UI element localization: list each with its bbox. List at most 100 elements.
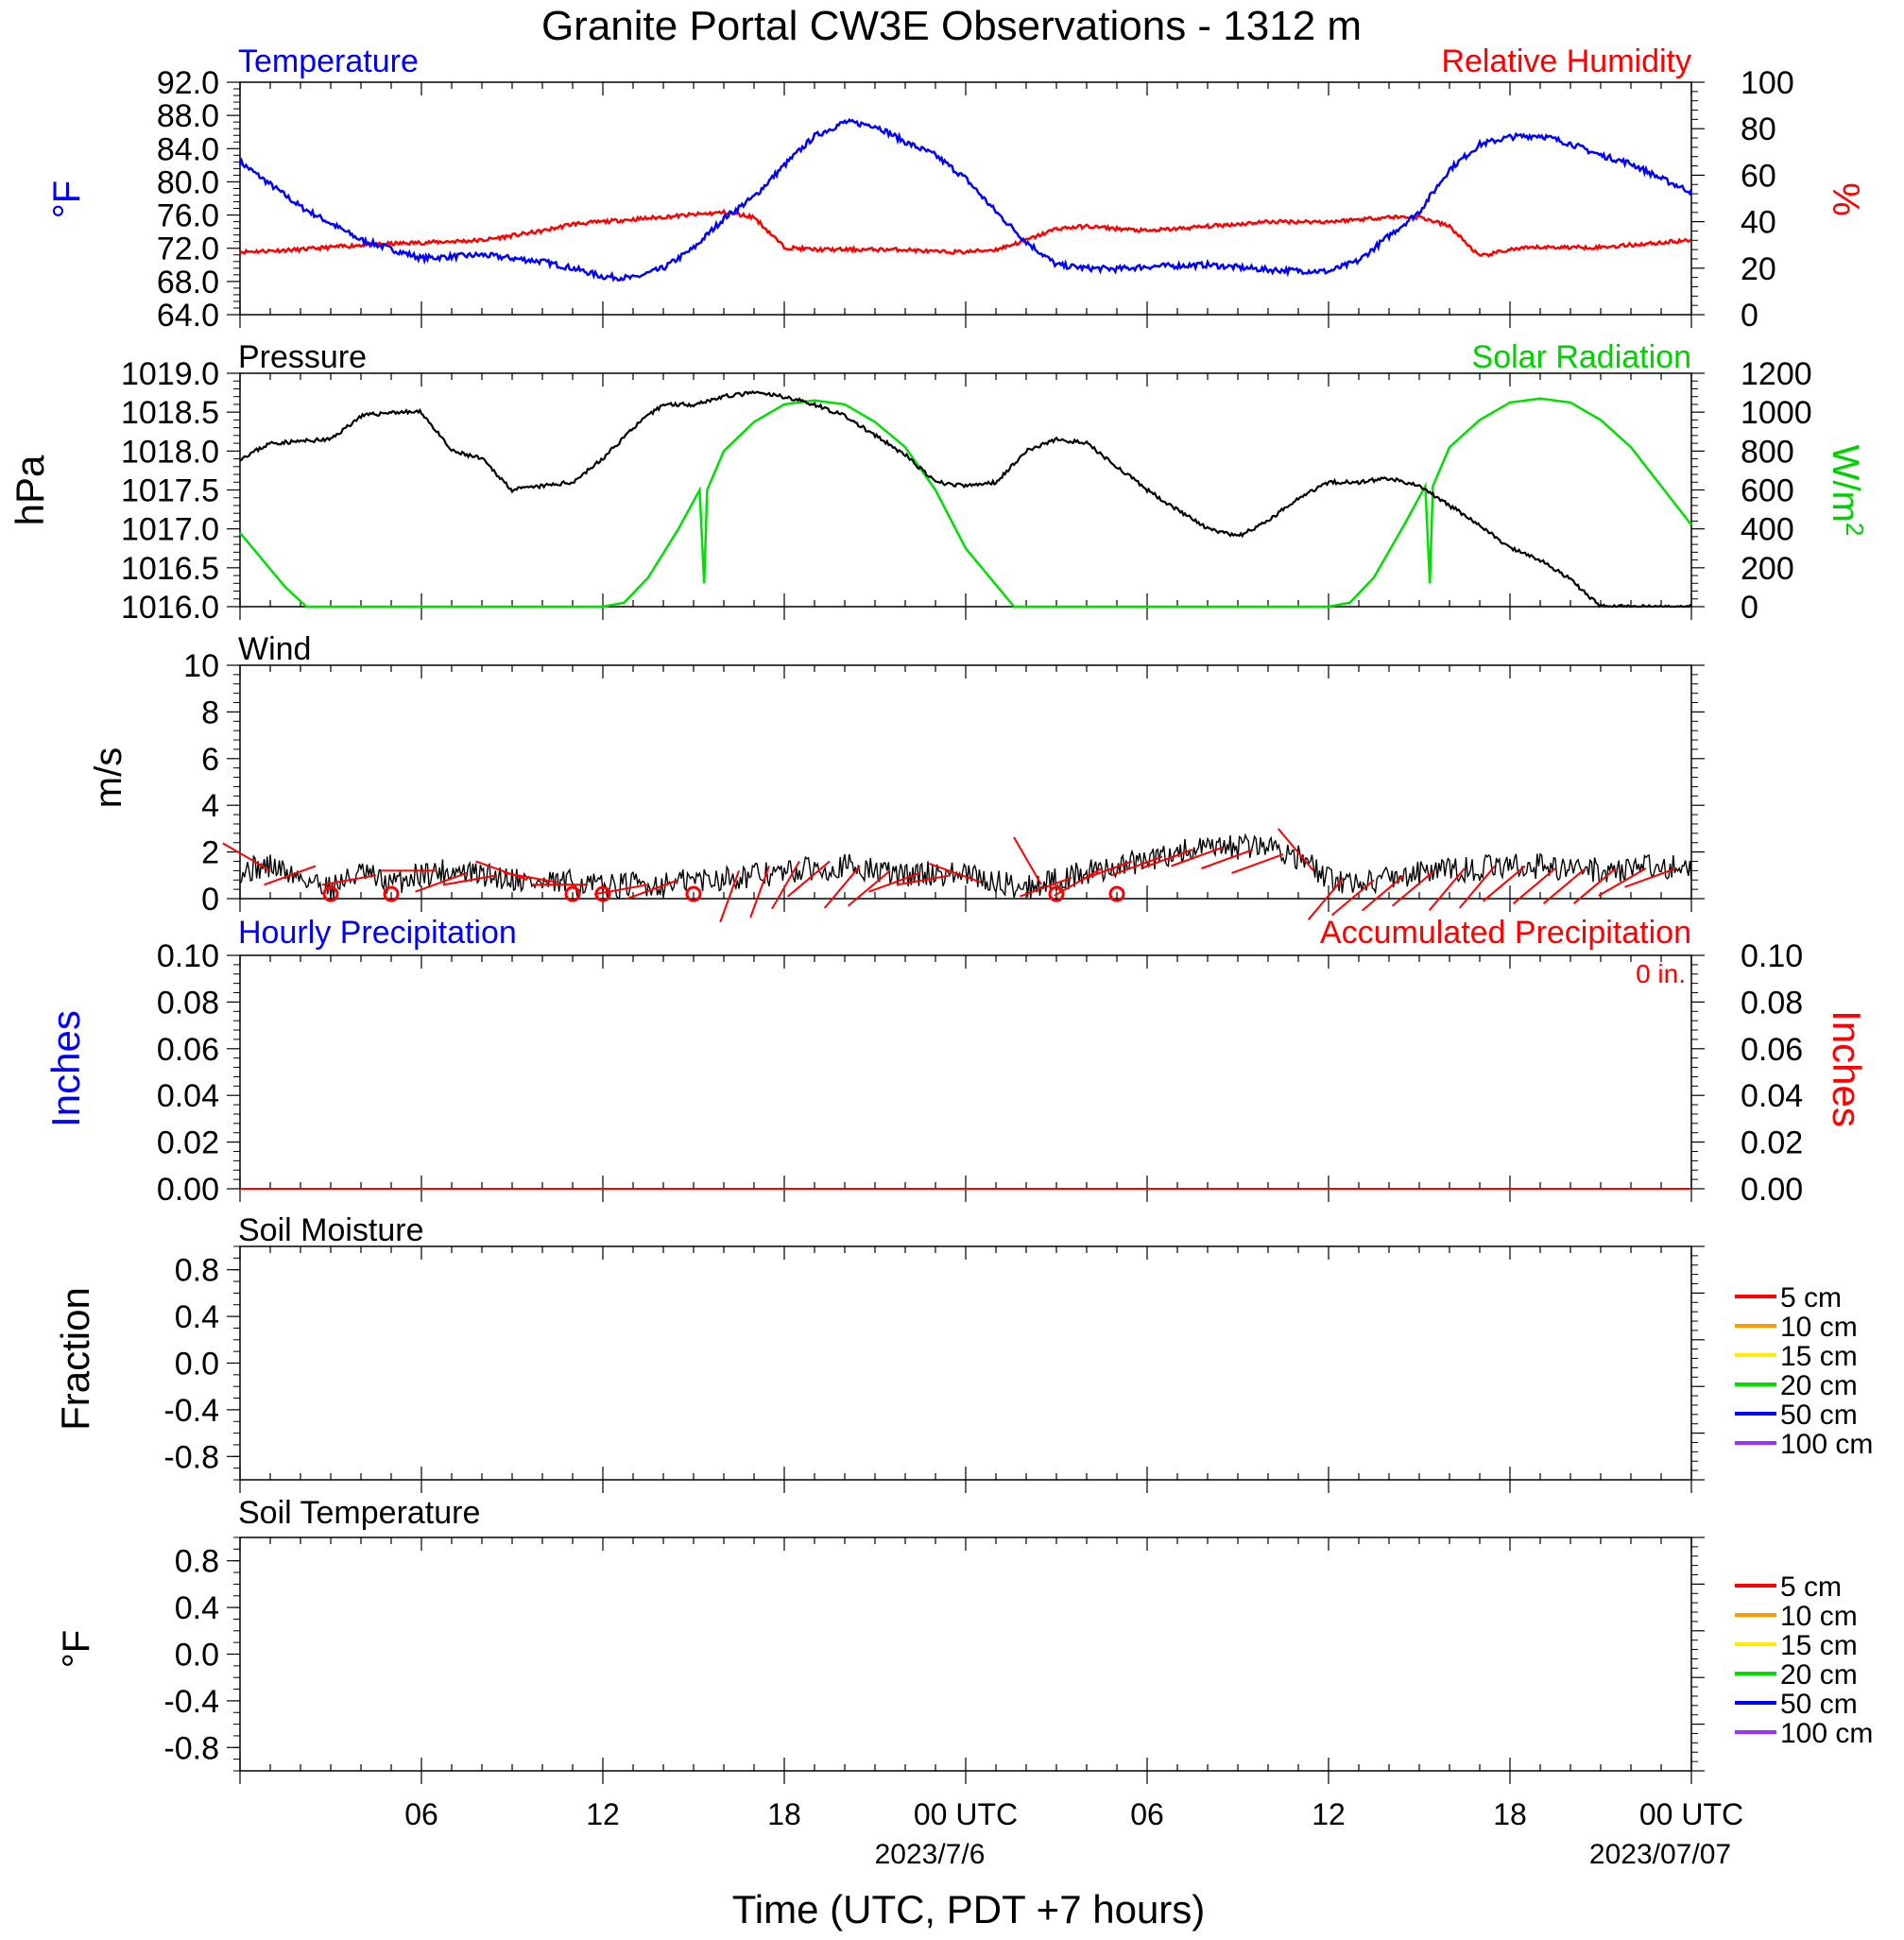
y-tick-label: 20: [1741, 251, 1776, 287]
pressure-title: Pressure: [238, 339, 367, 375]
y-tick-label: 6: [201, 742, 219, 778]
y-tick-label: 100: [1741, 65, 1794, 101]
x-tick-label: 00 UTC: [914, 1797, 1018, 1831]
y-tick-label: 8: [201, 695, 219, 730]
y-tick-label: 1019.0: [121, 356, 219, 392]
panel-soil-moisture: Soil Moisture Fraction: [53, 1212, 424, 1431]
y-tick-label: 80: [1741, 112, 1776, 147]
y-tick-label: 76.0: [157, 198, 219, 234]
wind-barb: [593, 884, 649, 896]
calm-wind-circle: [1108, 885, 1125, 902]
wind-barb: [1013, 836, 1042, 885]
legend-label: 20 cm: [1780, 1659, 1858, 1691]
pressure-ylabel: hPa: [8, 455, 52, 525]
pressure-line: [239, 389, 1692, 609]
hourly-precip-title: Hourly Precipitation: [238, 915, 517, 951]
x-tick-label: 06: [404, 1797, 438, 1831]
wind-barb: [1020, 876, 1072, 898]
wind-barb: [929, 862, 982, 884]
wind-barb: [1542, 867, 1587, 904]
pressure-frame: [239, 372, 1692, 608]
y-tick-label: 40: [1741, 205, 1776, 241]
y-tick-label: 0.04: [1741, 1078, 1803, 1114]
y-tick-label: 60: [1741, 158, 1776, 194]
y-tick-label: 1000: [1741, 395, 1812, 431]
y-tick-label: 2: [201, 835, 219, 871]
solar-ylabel: W/m2: [1825, 445, 1869, 537]
x-tick-label: 18: [767, 1797, 801, 1831]
soil-temperature-right-ticks: [1691, 1537, 1705, 1772]
panel-pressure-solar: Pressure Solar Radiation hPa W/m2: [8, 339, 1869, 536]
wind-barb: [222, 842, 271, 872]
legend-label: 10 cm: [1780, 1312, 1858, 1343]
soil-moisture-frame: [239, 1245, 1692, 1481]
x-tick-label: 06: [1130, 1797, 1164, 1831]
wind-title: Wind: [238, 631, 311, 667]
y-tick-label: 1018.0: [121, 434, 219, 470]
y-tick-label: 0.00: [157, 1172, 219, 1208]
y-tick-label: 0: [201, 882, 219, 918]
wind-barb: [786, 860, 831, 898]
panel-temperature-humidity: Temperature Relative Humidity °F %: [46, 43, 1866, 218]
y-tick-label: 0.4: [175, 1590, 219, 1626]
legend-label: 15 cm: [1780, 1341, 1858, 1372]
legend-label: 20 cm: [1780, 1370, 1858, 1401]
wind-barb: [321, 874, 377, 886]
wind-barb: [719, 870, 740, 923]
calm-wind-circle: [594, 885, 611, 902]
wind-line: [239, 833, 1692, 900]
y-tick-label: 800: [1741, 434, 1794, 470]
temperature-title: Temperature: [238, 43, 419, 79]
x-tick-label: 12: [586, 1797, 620, 1831]
wind-barb: [442, 874, 498, 886]
y-tick-label: 0.06: [157, 1032, 219, 1068]
calm-wind-circle: [564, 885, 581, 902]
wind-barb: [1141, 849, 1193, 869]
humidity-line: [239, 208, 1692, 258]
y-tick-label: -0.8: [163, 1730, 219, 1766]
wind-barb: [1201, 849, 1254, 869]
y-tick-label: 0.00: [1741, 1172, 1803, 1208]
panel-wind: Wind m/s: [88, 631, 311, 808]
wind-barb: [823, 865, 861, 909]
calm-wind-circle: [383, 885, 400, 902]
legend-label: 5 cm: [1780, 1571, 1842, 1603]
legend-label: 5 cm: [1780, 1282, 1842, 1313]
wind-barb: [1080, 860, 1133, 882]
temp-x-ticks: [239, 82, 1692, 328]
x-tick-label: 12: [1312, 1797, 1346, 1831]
y-tick-label: -0.8: [163, 1439, 219, 1475]
wind-barb: [1330, 879, 1375, 917]
wind-barb: [1572, 867, 1617, 904]
legend-label: 15 cm: [1780, 1630, 1858, 1661]
y-tick-label: 0.04: [157, 1078, 219, 1114]
y-tick-label: 0.0: [175, 1638, 219, 1674]
soil-moisture-right-ticks: [1691, 1245, 1705, 1481]
y-tick-label: 80.0: [157, 164, 219, 200]
wind-barb: [503, 871, 558, 884]
y-tick-label: 92.0: [157, 65, 219, 101]
wind-barb: [1482, 865, 1526, 902]
calm-wind-circle: [685, 885, 702, 902]
wind-barb: [1598, 867, 1647, 897]
calm-wind-circle: [322, 885, 339, 902]
wind-barb: [1110, 855, 1163, 877]
legend-label: 50 cm: [1780, 1689, 1858, 1720]
wind-frame: [239, 664, 1692, 900]
y-tick-label: 1016.0: [121, 590, 219, 626]
date-label-2: 2023/07/07: [1589, 1839, 1731, 1870]
wind-x-ticks: [239, 665, 1692, 912]
wind-barb: [1512, 867, 1556, 904]
pressure-x-ticks: [239, 373, 1692, 620]
accum-precip-title: Accumulated Precipitation: [1320, 915, 1691, 951]
legend-label: 100 cm: [1780, 1429, 1873, 1460]
wind-barb: [896, 874, 952, 886]
y-tick-label: 0.06: [1741, 1032, 1803, 1068]
hourly-precip-ylabel: Inches: [43, 1010, 88, 1127]
wind-barb: [749, 866, 770, 918]
temp-frame: [239, 81, 1692, 316]
y-tick-label: 0.02: [157, 1125, 219, 1161]
calm-wind-circle: [1048, 885, 1065, 902]
temp-y-ticks: [227, 81, 240, 316]
legend-label: 10 cm: [1780, 1601, 1858, 1632]
